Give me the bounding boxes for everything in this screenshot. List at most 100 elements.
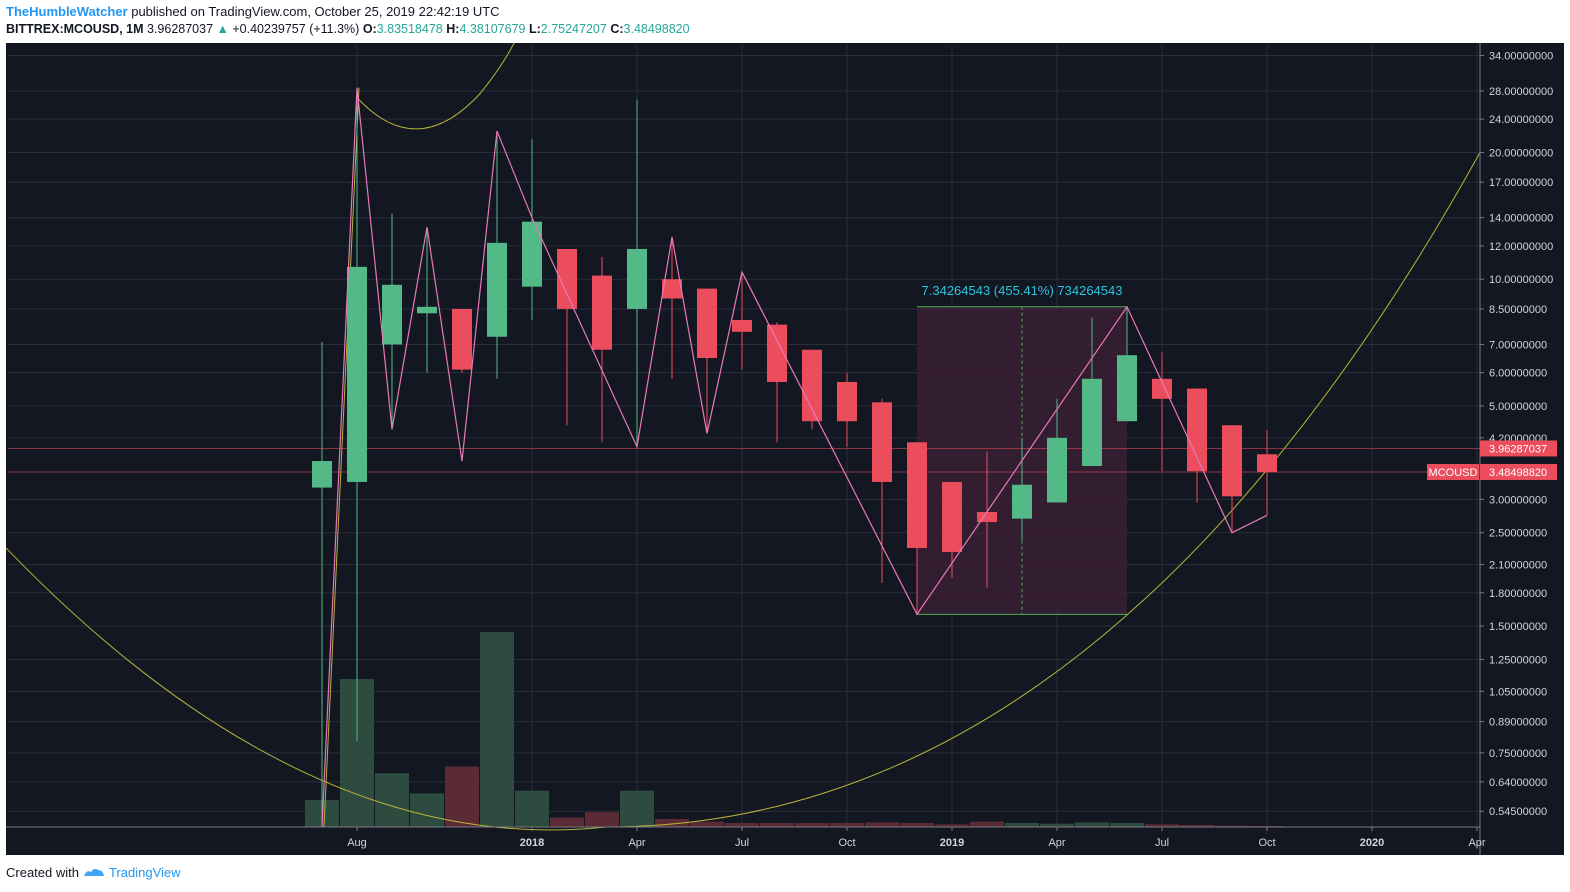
candle-body[interactable] — [522, 221, 542, 287]
candle-body[interactable] — [592, 275, 612, 350]
time-axis-label: 2018 — [520, 837, 544, 849]
volume-bar — [830, 822, 864, 827]
low-value: 2.75247207 — [540, 22, 607, 36]
time-axis-label: Jul — [1155, 837, 1169, 849]
price-axis-label: 12.00000000 — [1489, 241, 1553, 253]
arc-curve-upper — [356, 43, 515, 130]
price-axis-label: 3.00000000 — [1489, 494, 1547, 506]
volume-bar — [585, 812, 619, 827]
candle-body[interactable] — [837, 382, 857, 422]
volume-bar — [1005, 822, 1039, 827]
price-axis-label: 6.00000000 — [1489, 368, 1547, 380]
candle-body[interactable] — [1047, 437, 1067, 503]
symbol-label: BITTREX:MCOUSD, 1M — [6, 22, 144, 36]
time-axis-label: Jul — [735, 837, 749, 849]
candle-body[interactable] — [872, 402, 892, 482]
candle-body[interactable] — [1257, 454, 1277, 473]
volume-bar — [760, 822, 794, 827]
price-tag-label: 3.48498820 — [1489, 467, 1547, 479]
candle-body[interactable] — [697, 288, 717, 358]
footer: Created with TradingView — [6, 865, 181, 880]
volume-bar — [1075, 822, 1109, 827]
measure-label: 7.34264543 (455.41%) 734264543 — [922, 283, 1123, 298]
price-axis-label: 0.75000000 — [1489, 748, 1547, 760]
price-tag — [1480, 440, 1557, 457]
candle-body[interactable] — [417, 306, 437, 314]
time-axis-label: Aug — [347, 837, 367, 849]
price-axis-label: 1.25000000 — [1489, 654, 1547, 666]
price-axis-label: 1.50000000 — [1489, 621, 1547, 633]
price-axis-label: 14.00000000 — [1489, 213, 1553, 225]
price-chart[interactable]: 7.34264543 (455.41%) 734264543 34.0000000… — [6, 43, 1564, 855]
price-axis-label: 2.50000000 — [1489, 528, 1547, 540]
time-axis-label: 2020 — [1360, 837, 1384, 849]
candle-body[interactable] — [312, 461, 332, 488]
candle-body[interactable] — [487, 242, 507, 337]
candle-body[interactable] — [802, 349, 822, 422]
price-tag — [1480, 463, 1557, 480]
candle-body[interactable] — [452, 308, 472, 370]
volume-bar — [410, 793, 444, 827]
price-axis-label: 0.54500000 — [1489, 806, 1547, 818]
candle-body[interactable] — [662, 279, 682, 299]
candle-body[interactable] — [627, 248, 647, 309]
volume-bar — [1215, 825, 1249, 827]
volume-bar — [1145, 824, 1179, 827]
price-axis-label: 0.64000000 — [1489, 777, 1547, 789]
price-axis-label: 34.00000000 — [1489, 50, 1553, 62]
price-axis-label: 7.00000000 — [1489, 339, 1547, 351]
price-axis-label: 8.50000000 — [1489, 304, 1547, 316]
price-axis-label: 24.00000000 — [1489, 114, 1553, 126]
time-axis-label: Apr — [1048, 837, 1065, 849]
close-value: 3.48498820 — [623, 22, 690, 36]
candle-body[interactable] — [382, 284, 402, 345]
candle-body[interactable] — [732, 320, 752, 332]
high-value: 4.38107679 — [459, 22, 526, 36]
candle-body[interactable] — [1117, 355, 1137, 422]
candle-body[interactable] — [347, 266, 367, 482]
candle-body[interactable] — [907, 442, 927, 548]
volume-bar — [900, 822, 934, 827]
volume-bar — [620, 790, 654, 827]
price-axis-label: 1.80000000 — [1489, 588, 1547, 600]
candle-body[interactable] — [767, 324, 787, 383]
price-axis-label: 17.00000000 — [1489, 177, 1553, 189]
published-text: published on TradingView.com, October 25… — [131, 4, 500, 19]
candle-body[interactable] — [1082, 378, 1102, 467]
price-axis-label: 2.10000000 — [1489, 560, 1547, 572]
volume-bar — [970, 821, 1004, 827]
price-tag-label: 3.96287037 — [1489, 443, 1547, 455]
volume-bar — [445, 766, 479, 827]
candle-body[interactable] — [1187, 388, 1207, 472]
volume-bar — [375, 773, 409, 827]
high-label: H: — [446, 22, 460, 36]
zigzag-line — [321, 87, 1268, 828]
volume-bar — [935, 824, 969, 827]
up-arrow-icon: ▲ — [216, 22, 229, 36]
volume-bar — [725, 822, 759, 827]
candle-body[interactable] — [1012, 484, 1032, 519]
low-label: L: — [528, 22, 541, 36]
price-axis-label: 0.89000000 — [1489, 717, 1547, 729]
created-with-text: Created with — [6, 865, 79, 880]
symbol-tag — [1427, 463, 1479, 480]
candle-body[interactable] — [1222, 425, 1242, 497]
symbol-tag-label: MCOUSD — [1429, 467, 1478, 479]
volume-bar — [1180, 824, 1214, 827]
author-link[interactable]: TheHumbleWatcher — [6, 4, 128, 19]
volume-bar — [480, 632, 514, 827]
time-axis-label: 2019 — [940, 837, 964, 849]
time-axis-label: Apr — [1468, 837, 1485, 849]
time-axis-label: Oct — [838, 837, 855, 849]
candle-body[interactable] — [942, 481, 962, 552]
publication-info: TheHumbleWatcher published on TradingVie… — [6, 4, 500, 19]
chart-background — [6, 43, 1564, 855]
volume-bar — [1110, 822, 1144, 827]
volume-bar — [515, 790, 549, 827]
tradingview-brand-link[interactable]: TradingView — [108, 865, 181, 880]
candle-body[interactable] — [557, 248, 577, 309]
price-axis-label: 10.00000000 — [1489, 274, 1553, 286]
arc-curve-lower — [6, 152, 1481, 831]
candle-body[interactable] — [977, 511, 997, 523]
volume-bar — [550, 817, 584, 827]
